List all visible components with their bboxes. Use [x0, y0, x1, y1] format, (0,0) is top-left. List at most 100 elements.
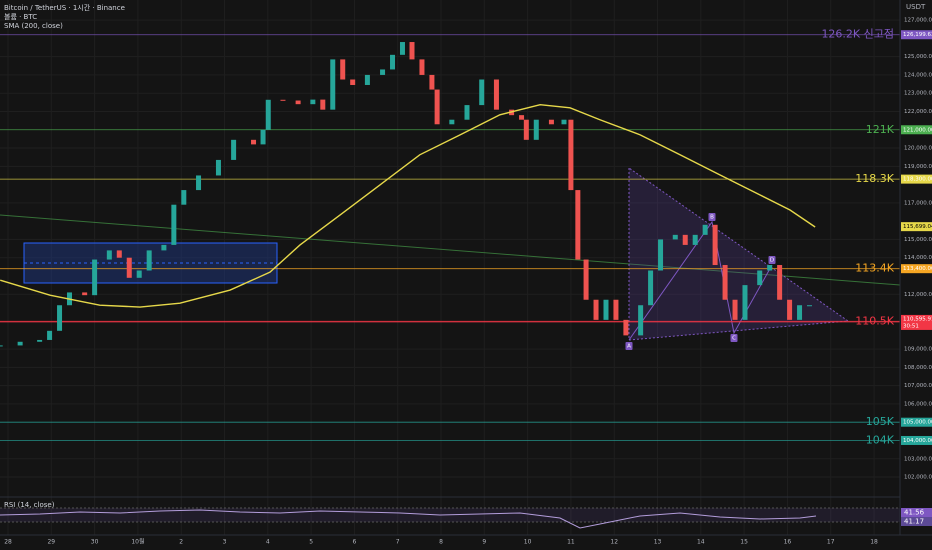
level-value: 126,199.63: [903, 32, 932, 38]
grid: [0, 0, 900, 535]
candle: [523, 119, 529, 140]
candle: [702, 224, 708, 235]
y-tick-label: 102,000.00: [904, 475, 932, 481]
candle: [364, 74, 370, 85]
pattern-point: A: [627, 344, 631, 350]
x-tick-label: 17: [827, 539, 835, 546]
candle: [593, 299, 599, 320]
pattern-point: B: [710, 215, 714, 221]
candle: [409, 42, 415, 60]
y-tick-label: 109,000.00: [904, 347, 932, 353]
rsi-badge: [901, 508, 932, 517]
y-tick-label: 115,000.00: [904, 237, 932, 243]
pattern-point-badge: [730, 334, 738, 342]
candle: [742, 285, 748, 320]
candle: [251, 139, 257, 145]
rsi-label: RSI (14, close): [4, 501, 55, 509]
level-label: 126.2K 신고점: [821, 28, 894, 41]
x-tick-label: 9: [482, 539, 486, 546]
level-value: 118,300.00: [903, 177, 932, 183]
candle: [682, 234, 688, 245]
y-tick-label: 106,000.00: [904, 401, 932, 407]
sma-label: SMA (200, close): [4, 22, 63, 30]
x-tick-label: 18: [870, 539, 878, 546]
y-tick-label: 117,000.00: [904, 200, 932, 206]
candle: [310, 99, 316, 105]
x-tick-label: 15: [740, 539, 748, 546]
candle: [449, 119, 455, 125]
candle: [37, 339, 43, 342]
level-badge: [901, 417, 932, 427]
price-value: 110,595.91: [903, 316, 932, 322]
pattern-point-badge: [625, 342, 633, 350]
candle: [493, 79, 499, 110]
x-tick-label: 13: [654, 539, 662, 546]
x-tick-label: 4: [266, 539, 270, 546]
x-tick-label: 7: [396, 539, 400, 546]
triangle-pattern: [628, 167, 850, 341]
y-tick-label: 114,000.00: [904, 255, 932, 261]
countdown: 30:51: [903, 323, 919, 329]
x-tick-label: 2: [179, 539, 183, 546]
candle: [434, 89, 440, 125]
candle: [464, 105, 470, 120]
candle: [280, 99, 286, 101]
candle: [0, 345, 3, 347]
candle: [181, 190, 187, 205]
x-tick-label: 12: [610, 539, 618, 546]
candle: [575, 190, 581, 260]
candle: [17, 341, 23, 346]
x-tick-label: 10월: [131, 538, 144, 546]
x-tick-label: 14: [697, 539, 705, 546]
level-value: 113,400.00: [903, 266, 932, 272]
candle: [146, 250, 152, 271]
candle: [561, 119, 567, 125]
candle: [648, 270, 654, 306]
x-tick-label: 3: [223, 539, 227, 546]
candle: [265, 99, 271, 130]
candle: [161, 244, 167, 251]
candle: [106, 250, 112, 260]
level-badge: [901, 435, 932, 445]
level-label: 105K: [866, 415, 895, 428]
candle: [623, 319, 629, 336]
level-badge: [901, 125, 932, 135]
x-tick-label: 28: [4, 539, 12, 546]
rsi-line: [0, 509, 817, 529]
currency: USDT: [906, 3, 926, 11]
trendline: [0, 214, 901, 286]
candle: [797, 305, 803, 320]
candle: [295, 100, 301, 105]
pattern-point: D: [770, 258, 774, 264]
x-tick-label: 30: [91, 539, 99, 546]
candle: [692, 234, 698, 245]
candle: [116, 250, 122, 258]
sma-value: 115,699.04: [903, 224, 932, 230]
candle: [136, 270, 142, 278]
candle: [399, 42, 405, 55]
sma-badge: [901, 222, 932, 232]
volume-label: 볼륨 · BTC: [4, 12, 37, 21]
level-badge: [901, 30, 932, 40]
candle: [47, 330, 53, 340]
y-tick-label: 123,000.00: [904, 91, 932, 97]
candle: [568, 119, 574, 191]
candle: [583, 259, 589, 300]
x-tick-label: 5: [309, 539, 313, 546]
x-tick-label: 8: [439, 539, 443, 546]
candle: [603, 299, 609, 320]
y-tick-label: 108,000.00: [904, 365, 932, 371]
level-label: 118.3K: [855, 172, 894, 185]
candle: [380, 69, 386, 75]
candle: [57, 305, 63, 331]
sma-line: [0, 104, 816, 308]
x-tick-label: 16: [784, 539, 792, 546]
pattern-point-badge: [768, 256, 776, 264]
level-value: 121,000.00: [903, 127, 932, 133]
candle: [732, 299, 738, 320]
candle: [638, 305, 644, 336]
y-tick-label: 107,000.00: [904, 383, 932, 389]
rsi-value: 41.17: [904, 518, 924, 526]
candle: [196, 175, 202, 191]
